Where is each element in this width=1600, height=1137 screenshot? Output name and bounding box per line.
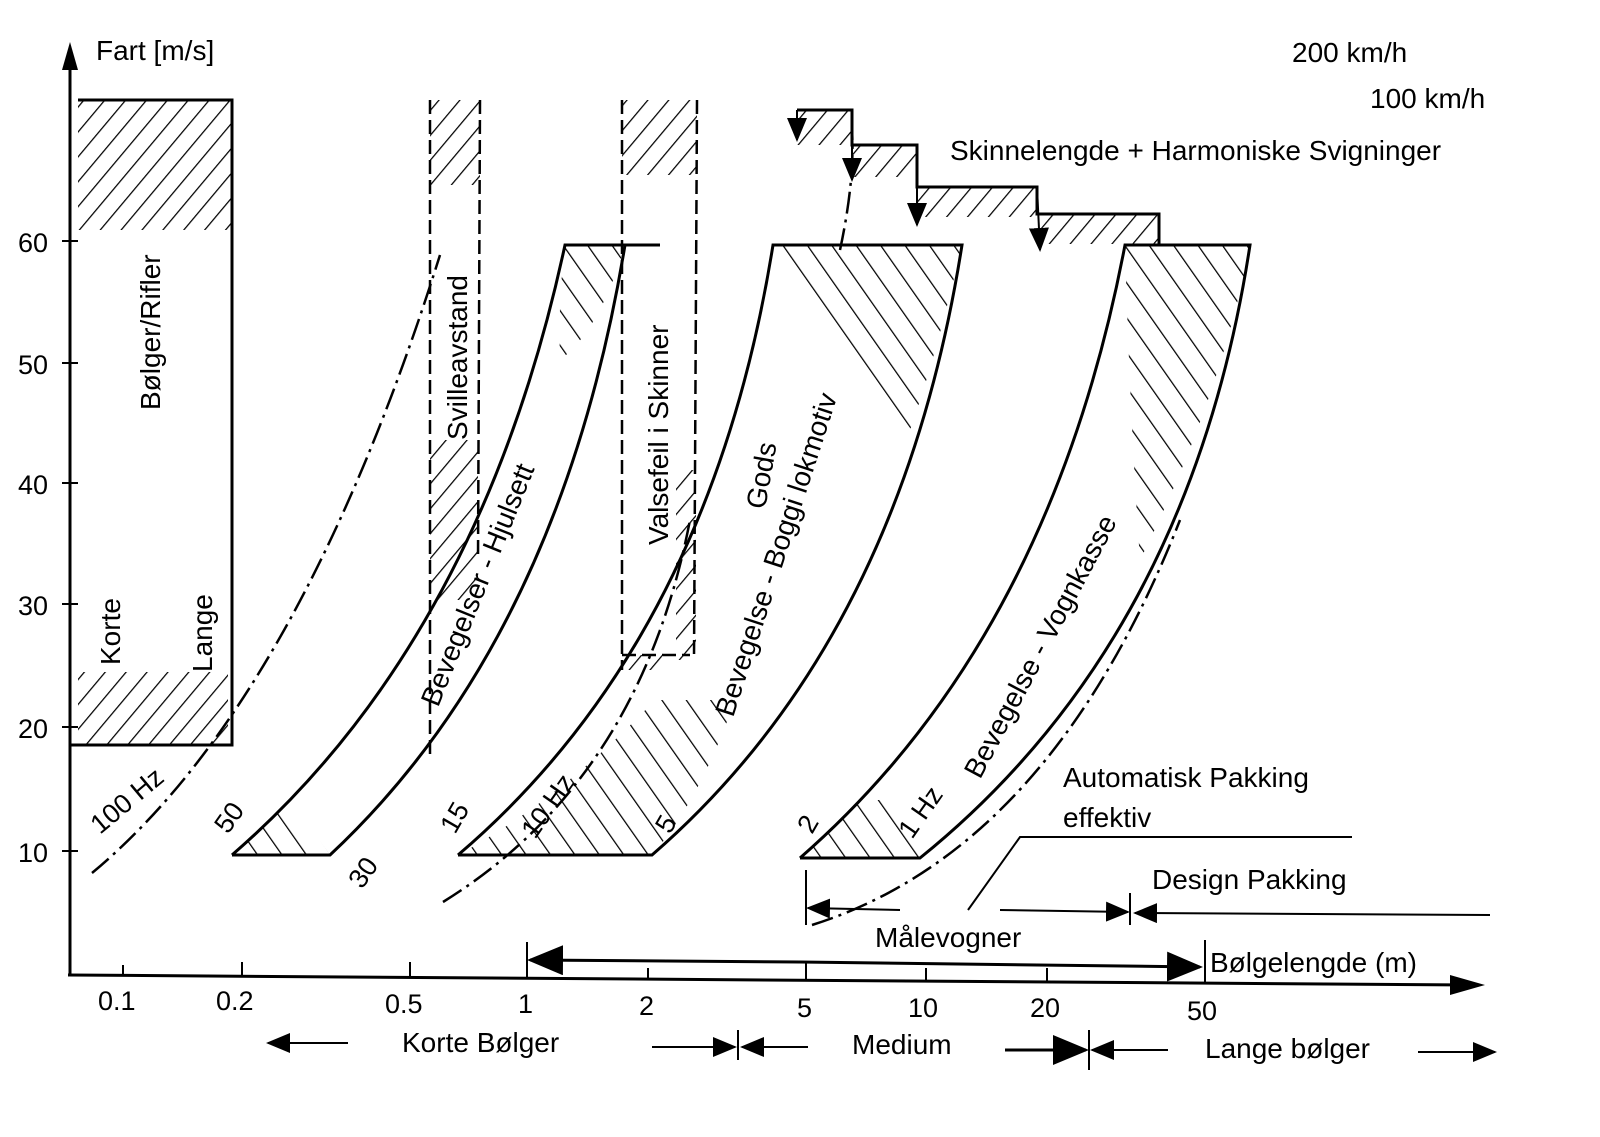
lange-label: Lange — [187, 594, 218, 672]
region-skinnelengde: Skinnelengde + Harmoniske Svigninger — [787, 108, 1441, 252]
region-sville: Svilleavstand — [428, 99, 482, 755]
x-tick: 2 — [639, 991, 654, 1021]
x-tick: 0.1 — [98, 986, 136, 1016]
x-tick: 0.2 — [216, 986, 254, 1016]
x-axis-label: Bølgelengde (m) — [1210, 947, 1417, 978]
band-boggi: Gods Bevegelse - Boggi lokmotiv — [457, 243, 964, 857]
x-tick: 20 — [1030, 993, 1060, 1023]
y-tick: 40 — [18, 470, 48, 500]
y-tick: 20 — [18, 714, 48, 744]
gods-label: Gods — [740, 440, 782, 511]
y-tick: 60 — [18, 228, 48, 258]
freq-2: 2 — [791, 810, 824, 838]
skinnelengde-label: Skinnelengde + Harmoniske Svigninger — [950, 135, 1441, 166]
band-korte-label: Korte Bølger — [402, 1027, 559, 1058]
valsefeil-label: Valsefeil i Skinner — [643, 325, 674, 545]
freq-100hz: 100 Hz — [85, 762, 170, 840]
auto-pakking-label-2: effektiv — [1063, 802, 1151, 833]
band-lange-label: Lange bølger — [1205, 1033, 1370, 1064]
rifler-label: Bølger/Rifler — [135, 254, 166, 410]
freq-50: 50 — [208, 797, 250, 839]
curve-10hz — [442, 519, 692, 904]
auto-pakking-label: Automatisk Pakking — [1063, 762, 1309, 793]
curve-100hz — [91, 254, 442, 874]
x-tick: 0.5 — [385, 989, 423, 1019]
band-medium-label: Medium — [852, 1029, 952, 1060]
y-tick: 10 — [18, 838, 48, 868]
korte-label: Korte — [95, 598, 126, 665]
freq-30: 30 — [342, 852, 384, 894]
y-tick: 50 — [18, 350, 48, 380]
malevogner-label: Målevogner — [875, 922, 1021, 953]
speed-label-200: 200 km/h — [1292, 37, 1407, 68]
boggi-label: Bevegelse - Boggi lokmotiv — [709, 389, 843, 720]
y-tick: 30 — [18, 591, 48, 621]
x-tick: 50 — [1187, 996, 1217, 1026]
curve-top — [838, 129, 854, 251]
x-axis: 0.1 0.2 0.5 1 2 5 10 20 50 Bølgelengde (… — [67, 940, 1485, 1026]
region-valsefeil: Valsefeil i Skinner — [620, 99, 699, 670]
sville-label: Svilleavstand — [442, 275, 473, 440]
region-rifler: Bølger/Rifler Korte Lange — [70, 98, 234, 747]
y-axis: Fart [m/s] 10 20 30 40 50 60 — [18, 35, 214, 975]
x-tick: 10 — [908, 993, 938, 1023]
x-tick: 1 — [518, 989, 533, 1019]
design-pakking-label: Design Pakking — [1152, 864, 1347, 895]
wavelength-bands: Korte Bølger Medium Lange bølger — [266, 1027, 1497, 1070]
speed-label-100: 100 km/h — [1370, 83, 1485, 114]
x-tick: 5 — [797, 993, 812, 1023]
y-axis-label: Fart [m/s] — [96, 35, 214, 66]
freq-15: 15 — [434, 797, 475, 838]
range-annotations: Automatisk Pakking effektiv Design Pakki… — [527, 762, 1491, 982]
